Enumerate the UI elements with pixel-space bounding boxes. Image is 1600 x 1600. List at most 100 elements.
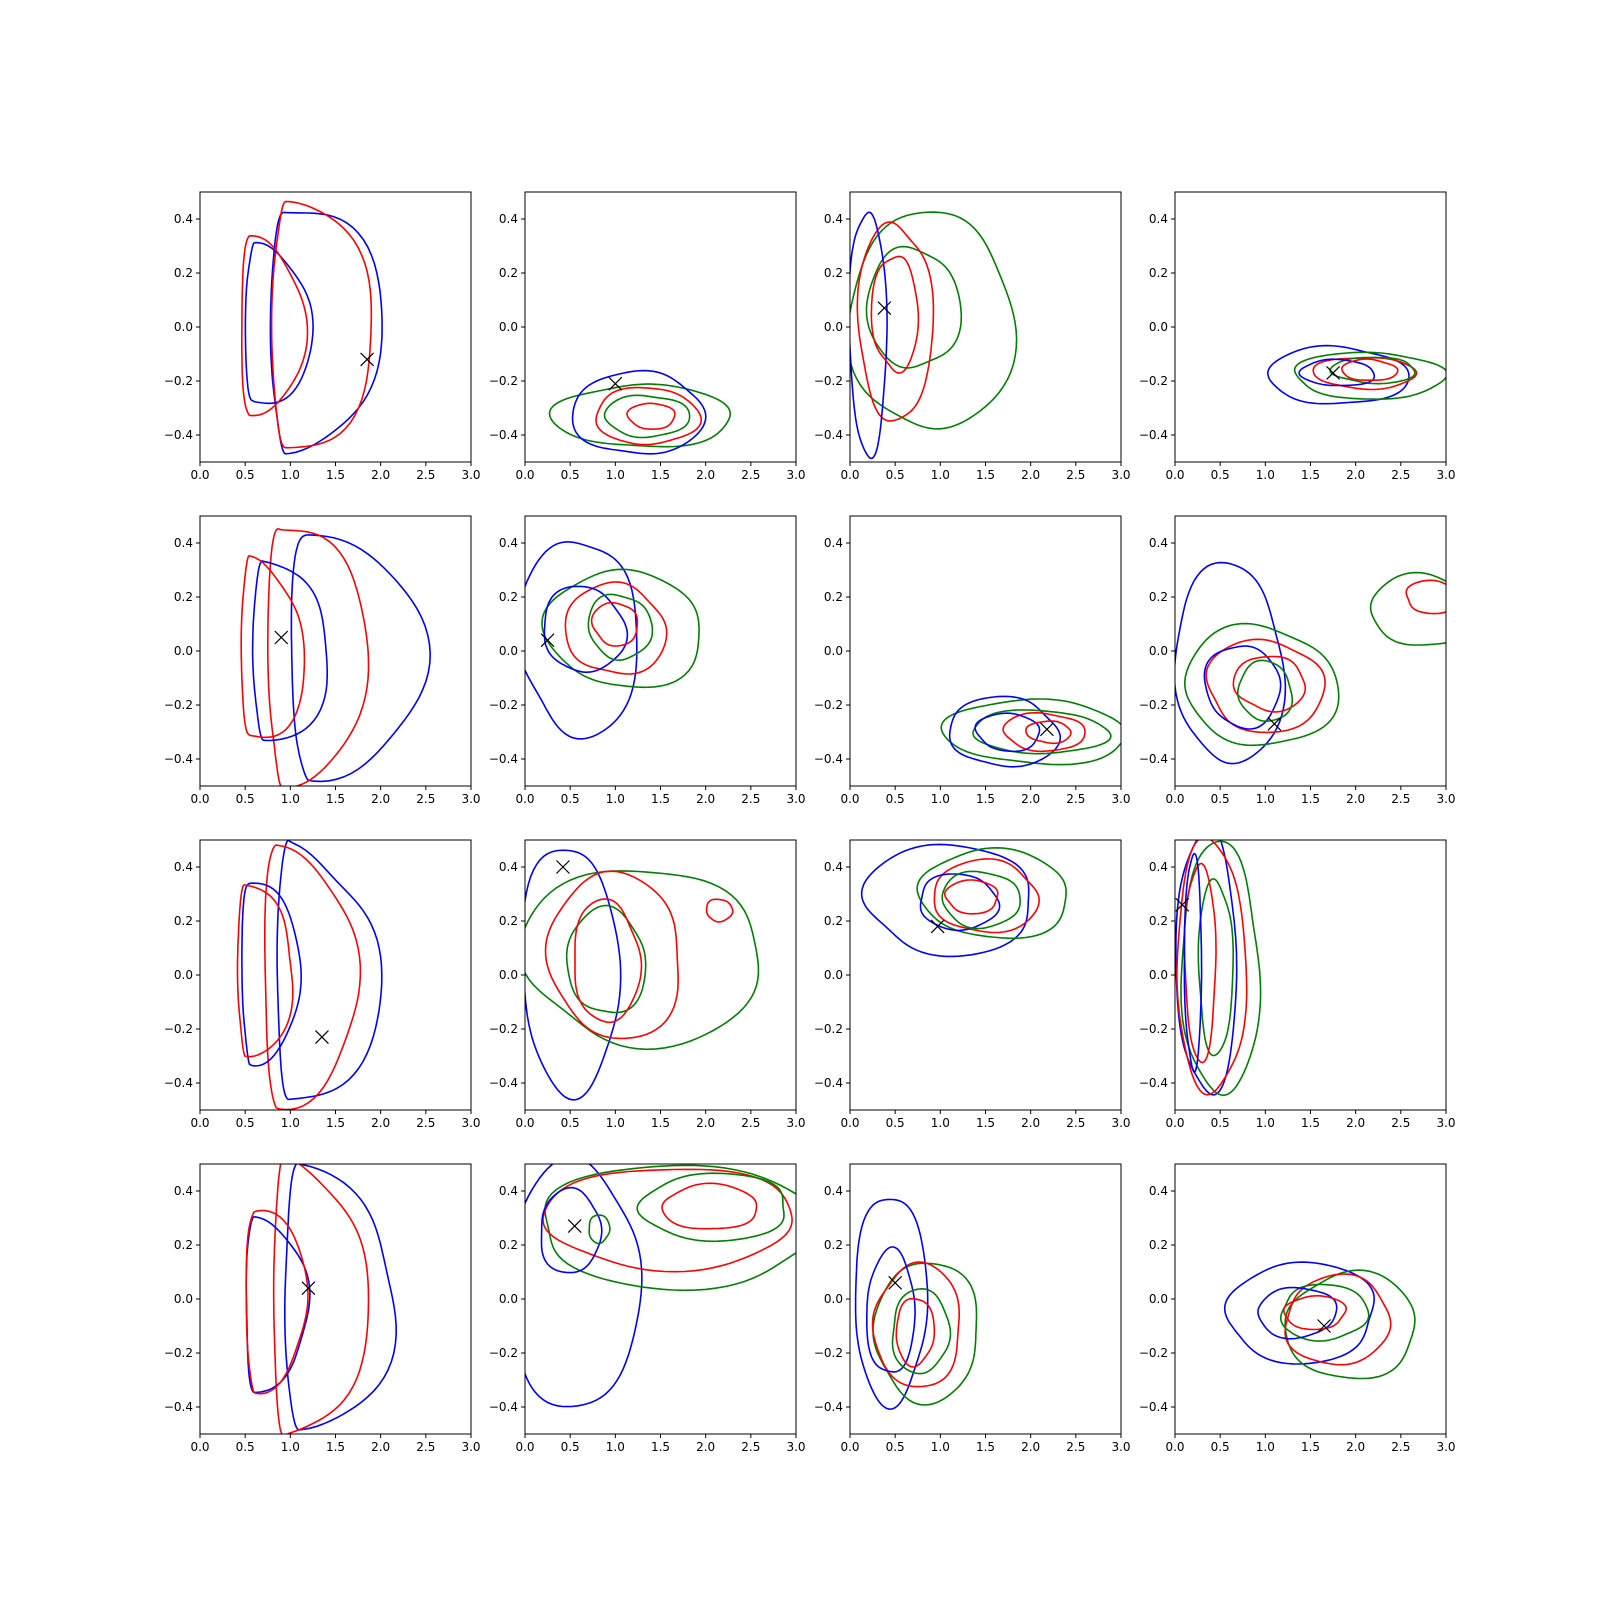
red-contour-line	[264, 844, 362, 1110]
x-tick-label: 0.5	[561, 792, 580, 806]
y-tick-label: −0.4	[1139, 1400, 1168, 1414]
red-contour-line	[272, 1164, 370, 1434]
red-contour-line	[236, 884, 294, 1058]
red-contour-line	[1176, 840, 1248, 1096]
green-contour-line	[603, 394, 691, 439]
x-tick-label: 0.5	[886, 1440, 905, 1454]
y-tick-label: 0.0	[174, 968, 193, 982]
x-tick-label: 2.0	[371, 468, 390, 482]
x-tick-label: 2.0	[1346, 468, 1365, 482]
y-tick-label: −0.4	[1139, 752, 1168, 766]
y-tick-label: −0.2	[164, 698, 193, 712]
x-tick-label: 2.5	[416, 792, 435, 806]
panel-r2-c0: 0.0 0.5 1.0 1.5 2.0 2.5 3.0 −0.4 −0.2 0.0 0.2 0.4	[164, 839, 481, 1130]
x-tick-label: 0.0	[190, 468, 209, 482]
y-tick-label: −0.4	[814, 1400, 843, 1414]
blue-contour-line	[919, 873, 1001, 932]
x-tick-label: 1.0	[931, 792, 950, 806]
red-contour-line	[943, 879, 999, 915]
y-tick-label: −0.2	[489, 1022, 518, 1036]
x-tick-label: 1.0	[931, 468, 950, 482]
x-tick-label: 2.0	[1021, 792, 1040, 806]
green-contour-line	[1183, 622, 1340, 747]
x-tick-label: 2.5	[1066, 792, 1085, 806]
x-tick-label: 1.0	[1256, 468, 1275, 482]
y-tick-label: 0.2	[499, 266, 518, 280]
x-tick-label: 1.5	[1301, 1440, 1320, 1454]
x-tick-label: 0.0	[190, 1440, 209, 1454]
plot-area	[940, 695, 1121, 768]
x-tick-label: 3.0	[1111, 792, 1130, 806]
x-tick-label: 3.0	[461, 792, 480, 806]
x-tick-label: 1.0	[281, 1440, 300, 1454]
y-tick-label: 0.0	[499, 644, 518, 658]
x-tick-label: 1.0	[606, 1116, 625, 1130]
red-contour-line	[564, 581, 668, 675]
plot-area	[236, 840, 383, 1110]
x-tick-label: 2.5	[741, 1116, 760, 1130]
plot-area	[240, 528, 432, 786]
blue-contour-line	[241, 882, 303, 1067]
x-tick-label: 0.5	[1211, 792, 1230, 806]
x-tick-label: 2.0	[696, 792, 715, 806]
x-tick-label: 1.5	[976, 792, 995, 806]
y-tick-label: −0.2	[164, 1346, 193, 1360]
green-contour-line	[525, 870, 760, 1051]
blue-contour-line	[1175, 561, 1287, 765]
plot-area	[525, 1164, 796, 1408]
x-marker	[1175, 897, 1190, 912]
y-tick-label: 0.4	[174, 536, 193, 550]
green-contour-line	[1293, 351, 1446, 401]
red-contour-line	[542, 1168, 793, 1273]
y-tick-label: 0.2	[1149, 1238, 1168, 1252]
x-tick-label: 3.0	[786, 792, 805, 806]
y-tick-label: −0.2	[814, 698, 843, 712]
blue-contour-line	[525, 1164, 643, 1408]
y-tick-label: 0.0	[824, 644, 843, 658]
plot-area	[241, 200, 383, 455]
x-tick-label: 0.0	[1165, 792, 1184, 806]
x-tick-label: 1.0	[931, 1440, 950, 1454]
x-tick-label: 2.0	[371, 1440, 390, 1454]
green-contour-line	[850, 211, 1018, 430]
blue-contour-line	[269, 211, 383, 455]
y-tick-label: 0.0	[1149, 1292, 1168, 1306]
y-tick-label: 0.4	[499, 860, 518, 874]
blue-contour-line	[974, 712, 1041, 753]
red-contour-line	[1025, 720, 1072, 745]
y-tick-label: −0.4	[814, 428, 843, 442]
y-tick-label: 0.0	[174, 644, 193, 658]
x-tick-label: 1.5	[326, 1440, 345, 1454]
green-contour-line	[941, 870, 1021, 930]
x-tick-label: 2.5	[741, 1440, 760, 1454]
x-tick-label: 3.0	[1436, 792, 1455, 806]
blue-contour-line	[860, 843, 1030, 958]
green-contour-line	[1180, 840, 1262, 1097]
blue-contour-line	[1203, 645, 1282, 730]
x-tick-label: 1.5	[651, 468, 670, 482]
x-tick-label: 2.5	[741, 792, 760, 806]
x-tick-label: 1.5	[326, 1116, 345, 1130]
blue-contour-line	[290, 534, 432, 783]
x-marker	[608, 376, 623, 391]
x-tick-label: 0.0	[190, 1116, 209, 1130]
y-tick-label: −0.4	[489, 752, 518, 766]
panel-r1-c2: 0.0 0.5 1.0 1.5 2.0 2.5 3.0 −0.4 −0.2 0.0 0.2 0.4	[814, 515, 1131, 806]
x-tick-label: 2.0	[1346, 1440, 1365, 1454]
x-tick-label: 0.0	[840, 1116, 859, 1130]
red-contour-line	[267, 528, 370, 786]
x-tick-label: 0.0	[1165, 1116, 1184, 1130]
x-marker	[1267, 716, 1282, 731]
green-contour-line	[940, 698, 1121, 766]
y-tick-label: 0.2	[174, 1238, 193, 1252]
x-tick-label: 0.5	[236, 468, 255, 482]
y-tick-label: −0.4	[489, 1076, 518, 1090]
plot-area	[1175, 840, 1262, 1097]
y-tick-label: 0.4	[1149, 1184, 1168, 1198]
red-contour-line	[856, 221, 935, 422]
x-tick-label: 1.5	[1301, 1116, 1320, 1130]
x-tick-label: 0.5	[1211, 468, 1230, 482]
blue-contour-line	[850, 211, 888, 460]
x-tick-label: 1.5	[976, 1116, 995, 1130]
